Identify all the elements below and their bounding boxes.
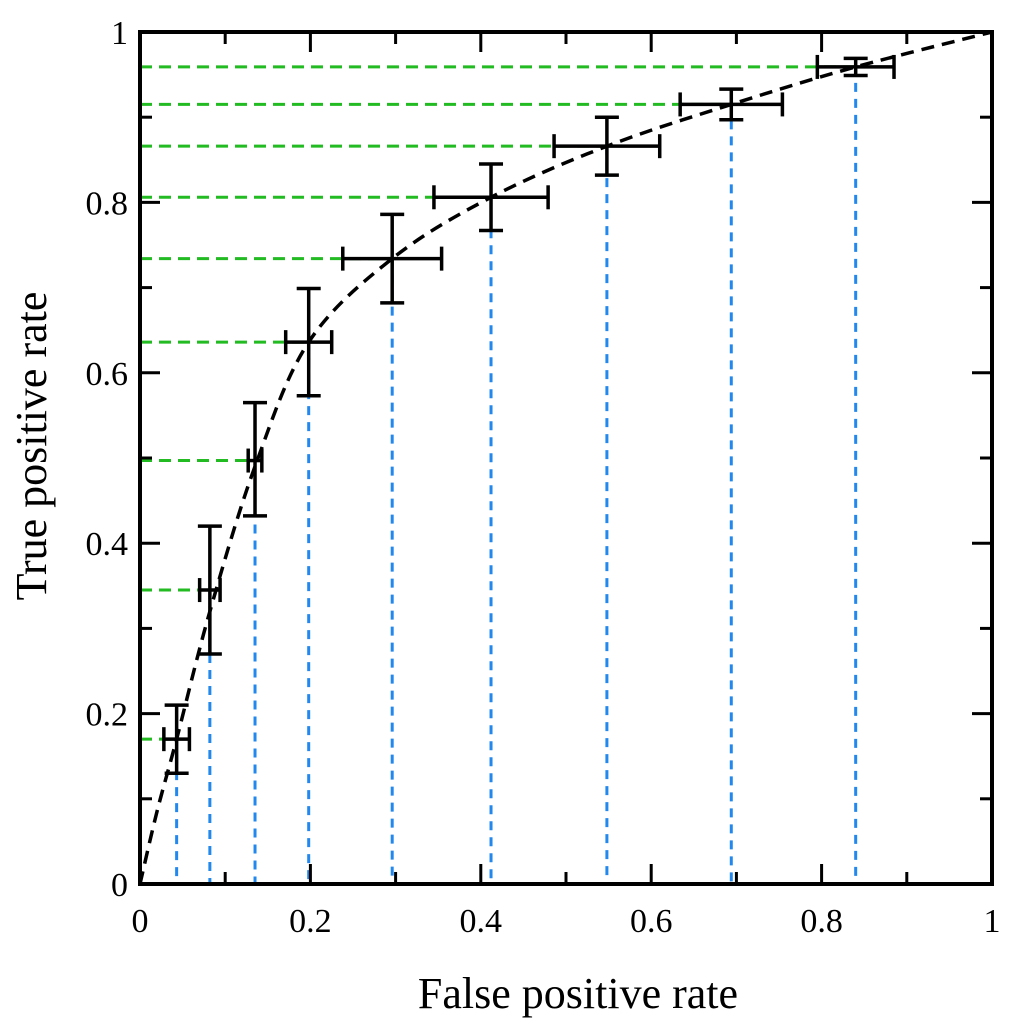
fitted-curve-layer (138, 30, 993, 885)
data-point-6 (552, 115, 662, 177)
y-tick-label-0: 0 (111, 867, 128, 904)
x-tick-label-3: 0.6 (630, 903, 673, 940)
tick-labels: 0 0.2 0.4 0.6 0.8 1 0 0.2 0.4 0.6 0.8 1 (86, 15, 1001, 940)
y-tick-label-2: 0.4 (86, 526, 129, 563)
y-tick-label-4: 0.8 (86, 185, 129, 222)
y-tick-label-5: 1 (111, 15, 128, 52)
fitted-curve (138, 30, 993, 885)
data-point-4 (341, 212, 444, 305)
plot-frame (138, 30, 994, 886)
reference-guide-lines (140, 65, 858, 884)
data-points-layer (162, 54, 896, 775)
data-point-2 (243, 400, 268, 518)
data-point-5 (432, 162, 550, 233)
data-point-1 (197, 524, 222, 656)
data-point-3 (283, 286, 334, 398)
x-tick-label-4: 0.8 (800, 903, 843, 940)
x-tick-label-0: 0 (132, 903, 149, 940)
x-tick-label-1: 0.2 (289, 903, 332, 940)
x-tick-label-2: 0.4 (460, 903, 503, 940)
y-tick-label-1: 0.2 (86, 697, 129, 734)
data-point-8 (815, 54, 896, 79)
y-tick-label-3: 0.6 (86, 356, 129, 393)
y-axis-label: True positive rate (7, 292, 56, 601)
data-point-0 (162, 703, 192, 775)
x-axis-label: False positive rate (418, 969, 738, 1018)
axis-ticks (138, 30, 994, 886)
x-tick-label-5: 1 (984, 903, 1001, 940)
data-point-7 (678, 87, 785, 122)
